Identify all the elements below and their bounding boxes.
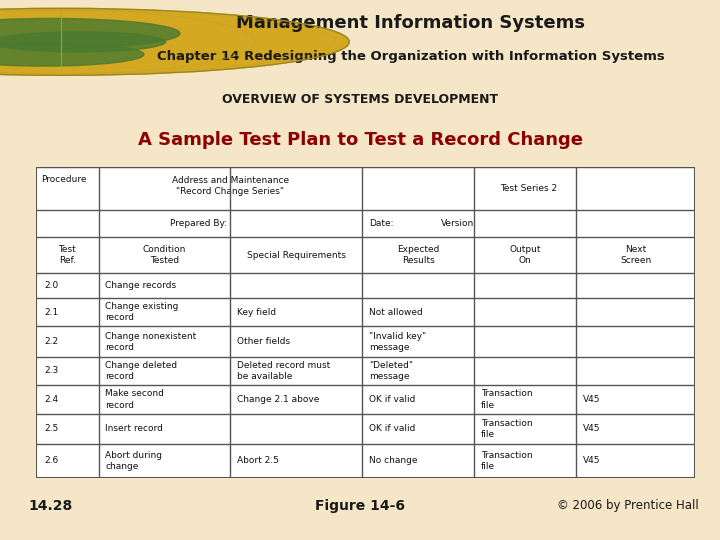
Text: Address and Maintenance
"Record Change Series": Address and Maintenance "Record Change S… bbox=[172, 176, 289, 195]
Text: V45: V45 bbox=[582, 395, 600, 404]
Text: Condition
Tested: Condition Tested bbox=[143, 245, 186, 265]
Text: Transaction
file: Transaction file bbox=[481, 419, 532, 439]
Circle shape bbox=[0, 8, 349, 76]
Text: Figure 14-6: Figure 14-6 bbox=[315, 499, 405, 513]
Text: Next
Screen: Next Screen bbox=[620, 245, 651, 265]
Text: Test Series 2: Test Series 2 bbox=[500, 184, 557, 193]
Text: "Invalid key"
message: "Invalid key" message bbox=[369, 332, 426, 352]
Circle shape bbox=[0, 43, 144, 66]
Text: 2.3: 2.3 bbox=[44, 366, 58, 375]
Text: Transaction
file: Transaction file bbox=[481, 389, 532, 409]
Text: Change nonexistent
record: Change nonexistent record bbox=[105, 332, 197, 352]
Text: Make second
record: Make second record bbox=[105, 389, 164, 409]
Text: Abort 2.5: Abort 2.5 bbox=[237, 456, 279, 465]
Text: Test
Ref.: Test Ref. bbox=[58, 245, 76, 265]
Text: Date:: Date: bbox=[369, 219, 393, 228]
Text: Prepared By:: Prepared By: bbox=[171, 219, 228, 228]
Text: No change: No change bbox=[369, 456, 417, 465]
Text: Procedure: Procedure bbox=[41, 175, 87, 184]
Text: © 2006 by Prentice Hall: © 2006 by Prentice Hall bbox=[557, 500, 698, 512]
Text: 2.5: 2.5 bbox=[44, 424, 58, 434]
Text: V45: V45 bbox=[582, 424, 600, 434]
Text: Chapter 14 Redesigning the Organization with Information Systems: Chapter 14 Redesigning the Organization … bbox=[156, 50, 665, 63]
Text: OVERVIEW OF SYSTEMS DEVELOPMENT: OVERVIEW OF SYSTEMS DEVELOPMENT bbox=[222, 92, 498, 106]
Text: "Deleted"
message: "Deleted" message bbox=[369, 361, 413, 381]
Text: Other fields: Other fields bbox=[237, 337, 290, 346]
Circle shape bbox=[0, 18, 180, 49]
Text: Change deleted
record: Change deleted record bbox=[105, 361, 177, 381]
Text: Management Information Systems: Management Information Systems bbox=[236, 15, 585, 32]
Text: Special Requirements: Special Requirements bbox=[247, 251, 346, 260]
Text: 2.4: 2.4 bbox=[44, 395, 58, 404]
Text: 2.6: 2.6 bbox=[44, 456, 58, 465]
Text: A Sample Test Plan to Test a Record Change: A Sample Test Plan to Test a Record Chan… bbox=[138, 131, 582, 150]
Circle shape bbox=[0, 32, 166, 52]
Text: Change 2.1 above: Change 2.1 above bbox=[237, 395, 319, 404]
Text: Key field: Key field bbox=[237, 308, 276, 317]
Text: OK if valid: OK if valid bbox=[369, 395, 415, 404]
Text: Abort during
change: Abort during change bbox=[105, 451, 162, 471]
Text: Deleted record must
be available: Deleted record must be available bbox=[237, 361, 330, 381]
Text: Expected
Results: Expected Results bbox=[397, 245, 439, 265]
Text: Output
On: Output On bbox=[510, 245, 541, 265]
Text: Change records: Change records bbox=[105, 281, 176, 290]
Text: 2.0: 2.0 bbox=[44, 281, 58, 290]
Text: Change existing
record: Change existing record bbox=[105, 302, 179, 322]
Text: 14.28: 14.28 bbox=[29, 499, 73, 513]
Text: Not allowed: Not allowed bbox=[369, 308, 423, 317]
Text: Transaction
file: Transaction file bbox=[481, 451, 532, 471]
Text: Version:: Version: bbox=[441, 219, 477, 228]
Text: 2.2: 2.2 bbox=[44, 337, 58, 346]
Text: Insert record: Insert record bbox=[105, 424, 163, 434]
Text: OK if valid: OK if valid bbox=[369, 424, 415, 434]
Text: V45: V45 bbox=[582, 456, 600, 465]
Text: 2.1: 2.1 bbox=[44, 308, 58, 317]
